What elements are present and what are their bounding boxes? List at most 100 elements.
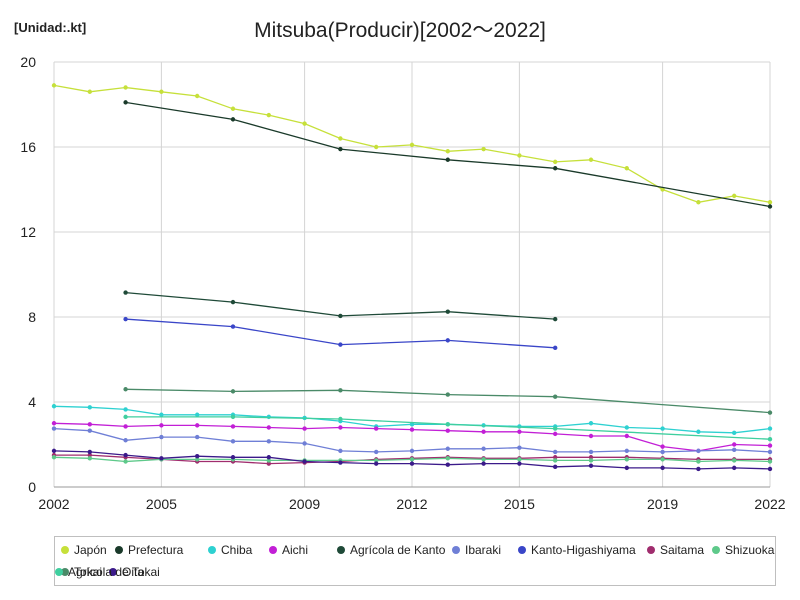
data-point	[87, 456, 93, 461]
data-point	[159, 434, 164, 440]
data-point	[409, 461, 415, 466]
legend-marker	[337, 546, 345, 554]
data-point	[732, 447, 737, 453]
data-point	[553, 345, 558, 351]
data-point	[588, 433, 594, 439]
data-point	[445, 149, 450, 154]
x-tick-label: 2012	[396, 496, 427, 512]
data-point	[696, 200, 701, 205]
data-point	[696, 459, 701, 464]
legend-item: Ibaraki	[452, 543, 501, 557]
data-point	[230, 439, 236, 444]
data-point	[588, 421, 594, 426]
data-point	[517, 445, 522, 450]
data-point	[266, 455, 271, 460]
legend-label: Agrícola de Kanto	[350, 543, 446, 557]
data-point	[767, 443, 773, 448]
data-point	[553, 431, 558, 437]
data-point	[445, 446, 450, 451]
legend-label: Kanto-Higashiyama	[531, 543, 636, 557]
data-point	[159, 89, 164, 94]
data-point	[123, 414, 128, 420]
series-line	[125, 388, 771, 414]
data-point	[266, 414, 271, 420]
data-point	[123, 387, 128, 392]
data-point	[624, 457, 629, 462]
data-point	[87, 449, 93, 455]
data-point	[588, 455, 594, 460]
data-point	[517, 424, 522, 429]
legend-label: Ibaraki	[465, 543, 502, 557]
data-point	[660, 449, 665, 455]
data-point	[374, 461, 379, 466]
data-point	[624, 448, 629, 454]
data-point	[624, 465, 629, 471]
data-point	[588, 449, 594, 455]
data-point	[123, 438, 128, 443]
data-point	[696, 429, 701, 434]
legend-label: Chiba	[221, 543, 253, 557]
legend-item: Agrícola de Tokai	[55, 565, 160, 579]
data-point	[553, 449, 558, 455]
data-point	[553, 464, 558, 470]
legend-item: Shizuoka	[712, 543, 774, 557]
y-tick-label: 8	[28, 309, 36, 325]
data-point	[51, 455, 57, 460]
data-point	[195, 453, 200, 459]
data-point	[553, 394, 558, 399]
data-point	[481, 457, 486, 462]
data-point	[123, 452, 128, 458]
data-point	[159, 423, 164, 428]
data-point	[445, 456, 450, 461]
data-point	[195, 434, 200, 440]
data-point	[302, 121, 307, 126]
data-point	[517, 153, 522, 158]
legend-marker	[647, 546, 655, 554]
legend-label: Japón	[74, 543, 107, 557]
chart-legend: Japón Prefectura Chiba Aichi Agrícola de Kan…	[54, 536, 776, 586]
axis-tick-labels: 0 4 8 12 16 20 2002 2005 2009 2012 2015 2019 2022	[20, 54, 785, 512]
x-tick-label: 2022	[754, 496, 785, 512]
legend-label: Prefectura	[128, 543, 184, 557]
legend-label: Aichi	[282, 543, 309, 557]
data-point	[374, 449, 379, 455]
data-point	[302, 459, 307, 464]
data-point	[87, 422, 93, 427]
data-point	[123, 85, 128, 90]
data-point	[553, 458, 558, 463]
x-tick-label: 2002	[38, 496, 69, 512]
data-point	[87, 452, 93, 458]
data-point	[732, 430, 737, 436]
legend-marker	[55, 568, 63, 576]
data-point	[230, 299, 236, 305]
data-point	[481, 461, 486, 466]
data-point	[445, 309, 450, 314]
data-point	[588, 463, 594, 468]
legend-item: Japón	[61, 543, 107, 557]
data-point	[195, 93, 200, 99]
data-point	[195, 412, 200, 417]
legend-label: Saitama	[660, 543, 705, 557]
data-point	[230, 117, 236, 122]
data-point	[302, 441, 307, 446]
data-point	[517, 429, 522, 434]
series-shizuoka	[51, 455, 773, 464]
data-point	[230, 414, 236, 420]
legend-marker	[269, 546, 277, 554]
legend-item: Tokai	[61, 565, 102, 579]
data-point	[195, 423, 200, 428]
data-point	[230, 455, 236, 460]
data-point	[266, 439, 271, 444]
series-agr-cola-de-kanto	[123, 290, 558, 322]
legend-marker	[518, 546, 526, 554]
legend-marker	[109, 568, 117, 576]
x-tick-label: 2015	[504, 496, 535, 512]
legend-marker	[452, 546, 460, 554]
legend-marker	[712, 546, 720, 554]
data-point	[767, 449, 773, 455]
data-point	[553, 455, 558, 460]
y-tick-label: 20	[20, 54, 36, 70]
data-point	[445, 462, 450, 467]
legend-marker	[208, 546, 216, 554]
